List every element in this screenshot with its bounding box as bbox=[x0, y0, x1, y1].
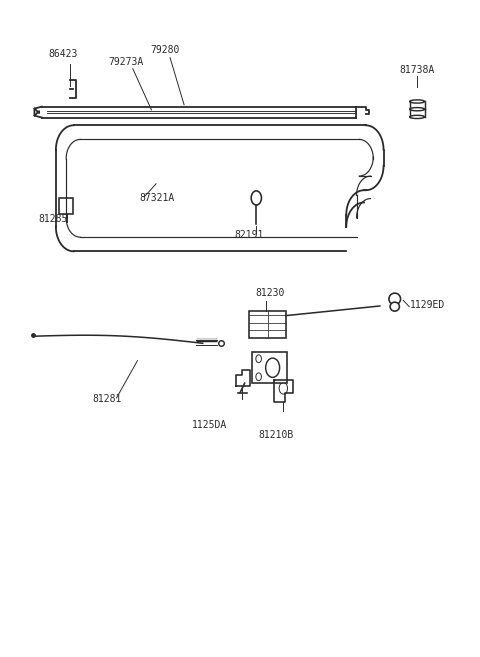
Bar bbox=[252, 352, 287, 383]
Ellipse shape bbox=[409, 116, 425, 118]
Text: 81210B: 81210B bbox=[259, 430, 294, 440]
Text: 81738A: 81738A bbox=[399, 64, 435, 74]
Ellipse shape bbox=[390, 302, 399, 311]
Circle shape bbox=[279, 382, 288, 394]
Text: 1125DA: 1125DA bbox=[192, 420, 228, 430]
Text: 86423: 86423 bbox=[48, 49, 78, 59]
Circle shape bbox=[265, 358, 280, 377]
Ellipse shape bbox=[409, 108, 425, 111]
Circle shape bbox=[256, 355, 262, 363]
Ellipse shape bbox=[409, 100, 425, 103]
Text: 87321A: 87321A bbox=[140, 193, 175, 203]
Text: 81281: 81281 bbox=[93, 394, 122, 405]
Text: 79280: 79280 bbox=[151, 45, 180, 55]
Ellipse shape bbox=[389, 293, 401, 305]
Bar bbox=[249, 311, 286, 338]
Text: 79273A: 79273A bbox=[108, 57, 144, 67]
Bar bbox=[59, 198, 73, 214]
Circle shape bbox=[251, 191, 262, 205]
Text: 81230: 81230 bbox=[256, 288, 285, 298]
Text: 1129ED: 1129ED bbox=[410, 300, 445, 310]
Text: 82191: 82191 bbox=[235, 231, 264, 240]
Text: 81285: 81285 bbox=[39, 214, 68, 224]
Circle shape bbox=[256, 373, 262, 380]
